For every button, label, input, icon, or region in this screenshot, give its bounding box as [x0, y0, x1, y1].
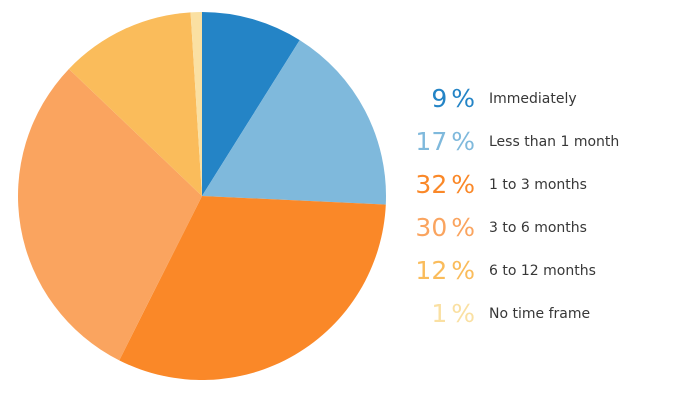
legend-value: 12: [415, 256, 448, 285]
legend-value-group: 9 %: [405, 86, 475, 111]
legend-row-immediately: 9 % Immediately: [405, 77, 673, 120]
legend-percent-sign: %: [451, 213, 475, 242]
legend-label: Immediately: [489, 90, 577, 107]
legend-percent-sign: %: [451, 299, 475, 328]
legend-label: 1 to 3 months: [489, 176, 587, 193]
legend-label: No time frame: [489, 305, 591, 322]
legend-value: 30: [415, 213, 448, 242]
legend-percent-sign: %: [451, 256, 475, 285]
legend-value: 32: [415, 170, 448, 199]
legend-row-less-than-1-month: 17 % Less than 1 month: [405, 120, 673, 163]
legend: 9 % Immediately 17 % Less than 1 month 3…: [405, 77, 673, 335]
pie-chart: [17, 11, 387, 380]
legend-label: 3 to 6 months: [489, 219, 587, 236]
legend-value: 1: [431, 299, 448, 328]
pie-slice-6-to-12-months: [68, 12, 202, 196]
legend-value-group: 30 %: [405, 215, 475, 240]
legend-value-group: 12 %: [405, 258, 475, 283]
pie-slice-1-to-3-months: [119, 196, 386, 380]
legend-row-no-time-frame: 1 % No time frame: [405, 292, 673, 335]
pie-slice-3-to-6-months: [17, 68, 203, 361]
legend-value: 9: [431, 84, 448, 113]
pie-slice-less-than-1-month: [202, 40, 387, 205]
legend-row-1-to-3-months: 32 % 1 to 3 months: [405, 163, 673, 206]
legend-percent-sign: %: [451, 127, 475, 156]
pie-slice-immediately: [202, 11, 300, 196]
legend-row-3-to-6-months: 30 % 3 to 6 months: [405, 206, 673, 249]
pie-chart-area: [17, 11, 387, 380]
legend-label: 6 to 12 months: [489, 262, 596, 279]
legend-value-group: 17 %: [405, 129, 475, 154]
legend-value-group: 1 %: [405, 301, 475, 326]
legend-label: Less than 1 month: [489, 133, 620, 150]
legend-row-6-to-12-months: 12 % 6 to 12 months: [405, 249, 673, 292]
pie-slice-no-time-frame: [190, 12, 202, 196]
legend-value-group: 32 %: [405, 172, 475, 197]
legend-percent-sign: %: [451, 84, 475, 113]
legend-percent-sign: %: [451, 170, 475, 199]
legend-value: 17: [415, 127, 448, 156]
